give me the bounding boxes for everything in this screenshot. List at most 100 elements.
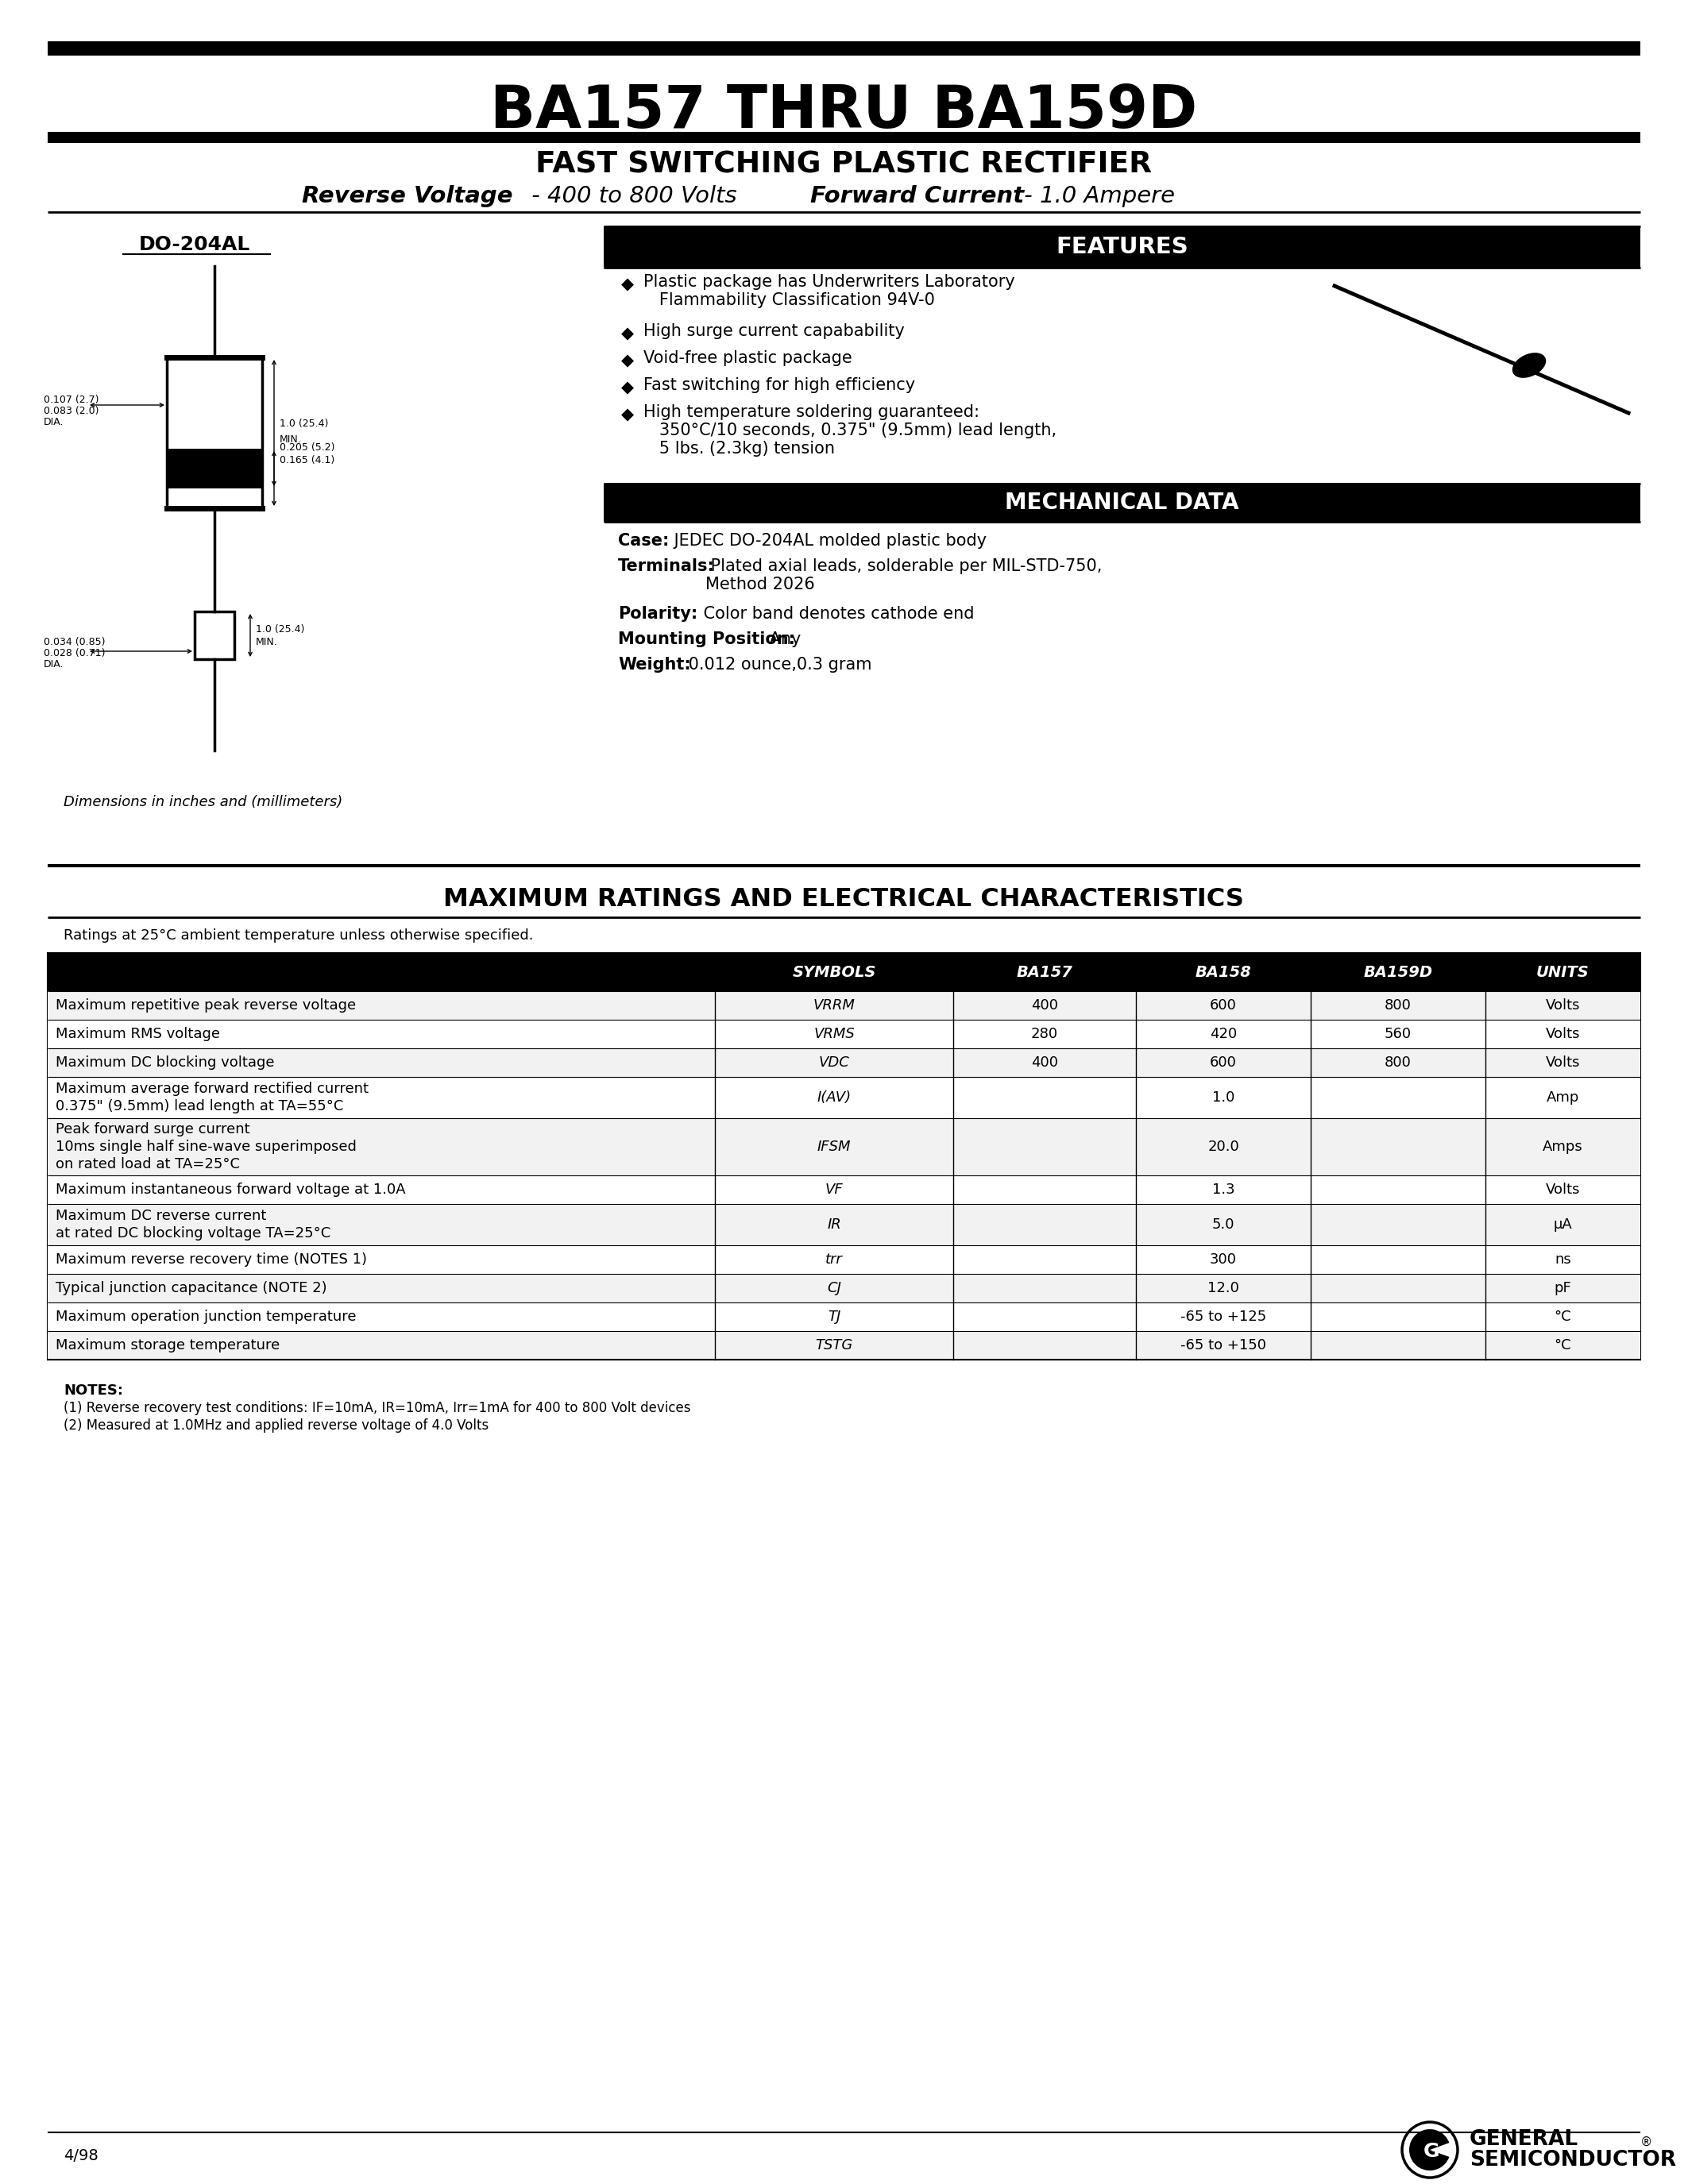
Text: ◆: ◆ <box>621 352 635 369</box>
Text: High temperature soldering guaranteed:
   350°C/10 seconds, 0.375" (9.5mm) lead : High temperature soldering guaranteed: 3… <box>643 404 1057 456</box>
Text: 1.0 (25.4): 1.0 (25.4) <box>280 417 329 428</box>
Text: pF: pF <box>1555 1282 1572 1295</box>
Text: ®: ® <box>1641 2136 1653 2147</box>
Bar <box>47 131 1641 142</box>
Text: 280: 280 <box>1031 1026 1058 1042</box>
Text: Polarity:: Polarity: <box>618 605 697 622</box>
Text: MAXIMUM RATINGS AND ELECTRICAL CHARACTERISTICS: MAXIMUM RATINGS AND ELECTRICAL CHARACTER… <box>444 887 1244 911</box>
Text: FEATURES: FEATURES <box>1055 236 1188 258</box>
Text: 400: 400 <box>1031 998 1058 1013</box>
Text: Plastic package has Underwriters Laboratory
   Flammability Classification 94V-0: Plastic package has Underwriters Laborat… <box>643 273 1014 308</box>
Text: ◆: ◆ <box>621 406 635 422</box>
Bar <box>47 1330 1641 1361</box>
Text: BA157: BA157 <box>1016 965 1074 981</box>
Text: Peak forward surge current
10ms single half sine-wave superimposed
on rated load: Peak forward surge current 10ms single h… <box>56 1123 356 1171</box>
Text: Volts: Volts <box>1546 1182 1580 1197</box>
Text: 0.028 (0.71): 0.028 (0.71) <box>44 649 105 657</box>
Text: I(AV): I(AV) <box>817 1090 851 1105</box>
Text: Mounting Position:: Mounting Position: <box>618 631 795 646</box>
Text: Weight:: Weight: <box>618 657 690 673</box>
Text: 800: 800 <box>1384 998 1411 1013</box>
Text: 0.165 (4.1): 0.165 (4.1) <box>280 454 334 465</box>
Text: μA: μA <box>1553 1216 1572 1232</box>
Text: SEMICONDUCTOR: SEMICONDUCTOR <box>1470 2149 1676 2171</box>
Text: 600: 600 <box>1210 1055 1237 1070</box>
Text: TSTG: TSTG <box>815 1339 852 1352</box>
Text: 0.205 (5.2): 0.205 (5.2) <box>280 441 334 452</box>
Text: 1.0 (25.4): 1.0 (25.4) <box>257 625 304 633</box>
Text: Fast switching for high efficiency: Fast switching for high efficiency <box>643 378 915 393</box>
Text: Maximum instantaneous forward voltage at 1.0A: Maximum instantaneous forward voltage at… <box>56 1182 405 1197</box>
Text: DIA.: DIA. <box>44 417 64 426</box>
Text: Color band denotes cathode end: Color band denotes cathode end <box>699 605 974 622</box>
Text: TJ: TJ <box>827 1310 841 1324</box>
Bar <box>47 1203 1641 1245</box>
Bar <box>47 41 1641 55</box>
Text: Plated axial leads, solderable per MIL-STD-750,
Method 2026: Plated axial leads, solderable per MIL-S… <box>706 559 1102 592</box>
Text: Maximum DC blocking voltage: Maximum DC blocking voltage <box>56 1055 275 1070</box>
Text: NOTES:: NOTES: <box>64 1382 123 1398</box>
Text: Maximum reverse recovery time (NOTES 1): Maximum reverse recovery time (NOTES 1) <box>56 1251 366 1267</box>
Bar <box>604 483 1641 522</box>
Text: 800: 800 <box>1384 1055 1411 1070</box>
Text: - 1.0 Ampere: - 1.0 Ampere <box>1016 186 1175 207</box>
Text: 5.0: 5.0 <box>1212 1216 1234 1232</box>
Text: DIA.: DIA. <box>44 660 64 668</box>
Bar <box>47 1245 1641 1273</box>
Text: BA159D: BA159D <box>1364 965 1433 981</box>
Text: Typical junction capacitance (NOTE 2): Typical junction capacitance (NOTE 2) <box>56 1282 327 1295</box>
Text: Maximum RMS voltage: Maximum RMS voltage <box>56 1026 219 1042</box>
Text: Volts: Volts <box>1546 1055 1580 1070</box>
Text: Dimensions in inches and (millimeters): Dimensions in inches and (millimeters) <box>64 795 343 810</box>
Text: 300: 300 <box>1210 1251 1237 1267</box>
Text: ◆: ◆ <box>621 325 635 341</box>
Text: Void-free plastic package: Void-free plastic package <box>643 349 852 367</box>
Text: 12.0: 12.0 <box>1207 1282 1239 1295</box>
Text: MIN.: MIN. <box>257 636 279 646</box>
Text: Amp: Amp <box>1546 1090 1580 1105</box>
Text: IFSM: IFSM <box>817 1140 851 1153</box>
Text: VRRM: VRRM <box>814 998 856 1013</box>
Wedge shape <box>1409 2129 1450 2171</box>
Text: JEDEC DO-204AL molded plastic body: JEDEC DO-204AL molded plastic body <box>668 533 987 548</box>
Text: Volts: Volts <box>1546 998 1580 1013</box>
Bar <box>47 1302 1641 1330</box>
Text: VDC: VDC <box>819 1055 849 1070</box>
Text: -65 to +150: -65 to +150 <box>1180 1339 1266 1352</box>
Text: DO-204AL: DO-204AL <box>138 236 250 253</box>
Text: trr: trr <box>825 1251 842 1267</box>
Bar <box>47 1118 1641 1175</box>
Text: ◆: ◆ <box>621 380 635 395</box>
Bar <box>47 1020 1641 1048</box>
Text: Maximum average forward rectified current
0.375" (9.5mm) lead length at TA=55°C: Maximum average forward rectified curren… <box>56 1081 368 1114</box>
Text: Any: Any <box>765 631 800 646</box>
Bar <box>604 227 1641 269</box>
Text: ◆: ◆ <box>621 277 635 293</box>
Text: 4/98: 4/98 <box>64 2149 98 2164</box>
Text: UNITS: UNITS <box>1536 965 1590 981</box>
Text: High surge current capabability: High surge current capabability <box>643 323 905 339</box>
Text: 1.0: 1.0 <box>1212 1090 1234 1105</box>
Text: Reverse Voltage: Reverse Voltage <box>302 186 513 207</box>
Text: MECHANICAL DATA: MECHANICAL DATA <box>1004 491 1239 513</box>
Bar <box>47 952 1641 1361</box>
Text: Volts: Volts <box>1546 1026 1580 1042</box>
Text: Maximum operation junction temperature: Maximum operation junction temperature <box>56 1310 356 1324</box>
Ellipse shape <box>1512 354 1546 378</box>
Text: - 400 to 800 Volts: - 400 to 800 Volts <box>525 186 738 207</box>
Text: BA158: BA158 <box>1195 965 1251 981</box>
Text: (2) Measured at 1.0MHz and applied reverse voltage of 4.0 Volts: (2) Measured at 1.0MHz and applied rever… <box>64 1417 490 1433</box>
Bar <box>47 1077 1641 1118</box>
Text: FAST SWITCHING PLASTIC RECTIFIER: FAST SWITCHING PLASTIC RECTIFIER <box>535 151 1151 179</box>
Text: 0.083 (2.0): 0.083 (2.0) <box>44 406 100 415</box>
Text: 0.034 (0.85): 0.034 (0.85) <box>44 636 105 646</box>
Text: VRMS: VRMS <box>814 1026 854 1042</box>
Text: Maximum storage temperature: Maximum storage temperature <box>56 1339 280 1352</box>
Text: °C: °C <box>1555 1339 1572 1352</box>
Text: °C: °C <box>1555 1310 1572 1324</box>
Bar <box>47 992 1641 1020</box>
Text: VF: VF <box>825 1182 842 1197</box>
Bar <box>47 1273 1641 1302</box>
Text: 560: 560 <box>1384 1026 1411 1042</box>
Text: Ratings at 25°C ambient temperature unless otherwise specified.: Ratings at 25°C ambient temperature unle… <box>64 928 533 943</box>
